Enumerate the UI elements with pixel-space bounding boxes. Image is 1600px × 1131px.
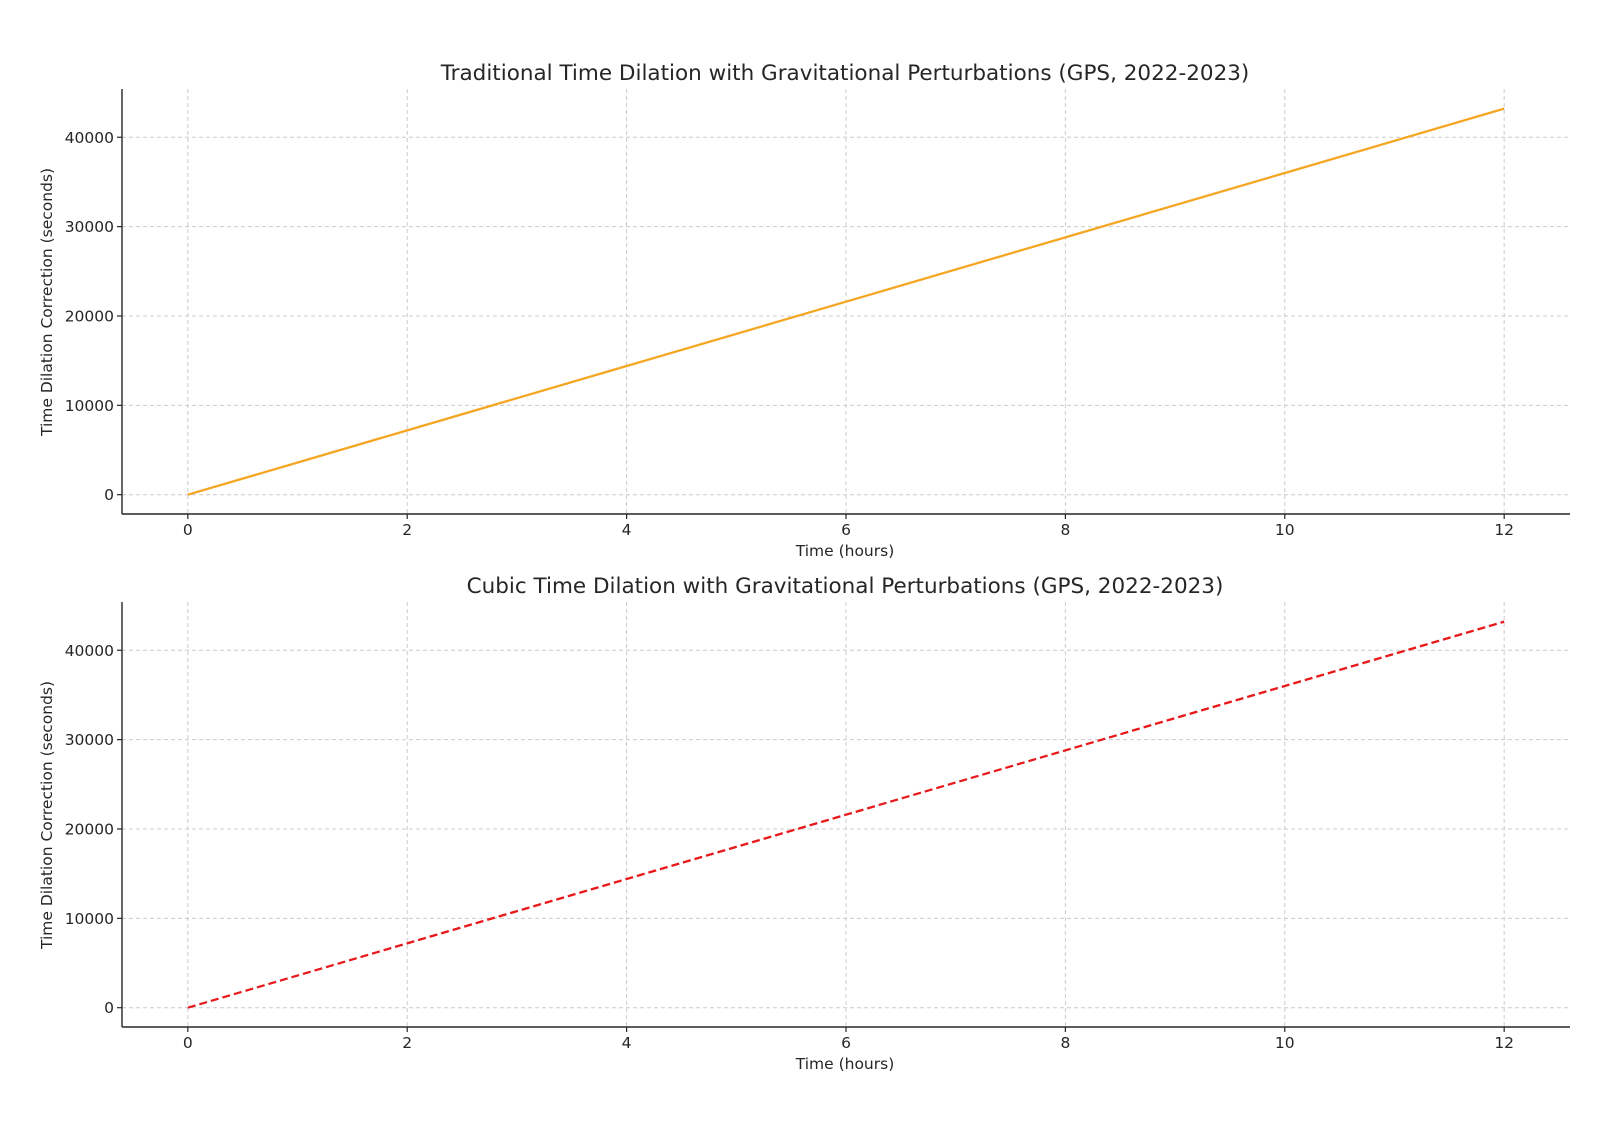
y-axis-label: Time Dilation Correction (seconds) xyxy=(38,681,56,950)
grid-lines xyxy=(122,602,1570,1027)
y-tick-label: 40000 xyxy=(65,129,114,147)
y-tick-label: 30000 xyxy=(65,218,114,236)
y-tick-label: 0 xyxy=(104,486,114,504)
x-tick-label: 8 xyxy=(1060,521,1070,539)
y-tick-label: 20000 xyxy=(65,820,114,838)
chart-traditional: 0 2 4 6 8 10 12 0 10000 20000 30000 40000 Tradition… xyxy=(38,61,1570,560)
y-axis-label: Time Dilation Correction (seconds) xyxy=(38,168,56,437)
x-axis-label: Time (hours) xyxy=(795,1055,895,1073)
y-tick-label: 40000 xyxy=(65,642,114,660)
y-tick-label: 10000 xyxy=(65,910,114,928)
axes: 0 2 4 6 8 10 12 0 10000 20000 30000 40000 xyxy=(65,602,1570,1052)
x-tick-label: 2 xyxy=(402,521,412,539)
x-tick-label: 12 xyxy=(1494,1034,1514,1052)
x-tick-label: 10 xyxy=(1275,1034,1295,1052)
chart-title: Traditional Time Dilation with Gravitati… xyxy=(440,61,1250,86)
chart-cubic: 0 2 4 6 8 10 12 0 10000 20000 30000 40000 Cubic Tim… xyxy=(38,574,1570,1073)
y-tick-label: 30000 xyxy=(65,731,114,749)
x-tick-label: 6 xyxy=(841,1034,851,1052)
x-tick-label: 4 xyxy=(622,521,632,539)
x-tick-label: 10 xyxy=(1275,521,1295,539)
series-layer xyxy=(187,620,1505,1009)
y-tick-label: 0 xyxy=(104,999,114,1017)
x-tick-label: 12 xyxy=(1494,521,1514,539)
y-tick-label: 20000 xyxy=(65,307,114,325)
grid-lines xyxy=(122,89,1570,514)
axes: 0 2 4 6 8 10 12 0 10000 20000 30000 40000 xyxy=(65,89,1570,539)
x-tick-label: 2 xyxy=(402,1034,412,1052)
x-tick-label: 6 xyxy=(841,521,851,539)
chart-title: Cubic Time Dilation with Gravitational P… xyxy=(467,574,1224,599)
y-tick-label: 10000 xyxy=(65,397,114,415)
x-axis-label: Time (hours) xyxy=(795,542,895,560)
series-line xyxy=(187,620,1505,1009)
x-tick-label: 8 xyxy=(1060,1034,1070,1052)
x-tick-label: 4 xyxy=(622,1034,632,1052)
series-line xyxy=(187,107,1505,496)
x-tick-label: 0 xyxy=(183,1034,193,1052)
x-tick-label: 0 xyxy=(183,521,193,539)
series-layer xyxy=(187,107,1505,496)
